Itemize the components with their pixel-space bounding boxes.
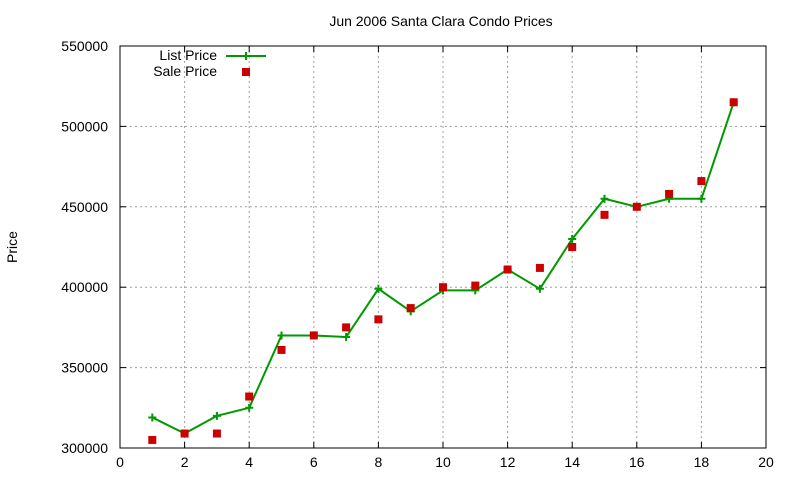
list-price-point: [277, 331, 286, 340]
list-price-point: [342, 333, 351, 342]
list-price-point: [245, 403, 254, 412]
list-price-point: [374, 284, 383, 293]
legend-label-sale-price: Sale Price: [153, 63, 217, 79]
y-tick-label: 300000: [61, 440, 108, 456]
y-tick-label: 400000: [61, 279, 108, 295]
y-tick-label: 350000: [61, 360, 108, 376]
x-tick-labels: 0 2 4 6 8 10 12 14 16 18 20: [116, 454, 774, 470]
sale-price-point: [439, 283, 447, 292]
sale-price-point: [471, 281, 480, 290]
y-axis-label: Price: [4, 231, 20, 263]
sale-price-point: [277, 345, 286, 354]
grid-lines: [120, 46, 766, 448]
sale-price-point: [406, 304, 415, 313]
sale-price-point: [729, 98, 738, 107]
x-tick-label: 0: [116, 454, 124, 470]
sale-price-point: [568, 243, 577, 251]
x-tick-label: 16: [629, 454, 645, 470]
sale-price-point: [697, 177, 706, 186]
x-tick-label: 12: [500, 454, 516, 470]
x-tick-label: 20: [758, 454, 774, 470]
sale-price-point: [665, 189, 674, 198]
x-tick-label: 18: [694, 454, 710, 470]
legend-marker-sale-price: [242, 68, 250, 76]
sale-price-point: [148, 435, 157, 444]
legend-label-list-price: List Price: [159, 47, 217, 63]
sale-price-point: [535, 263, 544, 272]
axis-ticks: [119, 45, 767, 449]
y-tick-label: 550000: [61, 38, 108, 54]
list-price-point: [600, 194, 609, 203]
sale-price-point: [632, 202, 641, 211]
list-price-point: [148, 413, 157, 422]
x-tick-label: 8: [375, 454, 383, 470]
list-price-point: [568, 234, 577, 243]
legend: List Price Sale Price: [153, 47, 266, 79]
sale-price-point: [180, 429, 189, 438]
sale-price-point: [245, 392, 254, 401]
sale-price-point: [503, 265, 512, 274]
x-tick-label: 10: [435, 454, 451, 470]
list-price-point: [212, 411, 221, 420]
sale-price-point: [600, 210, 609, 219]
sale-price-point: [212, 429, 221, 438]
x-tick-label: 4: [245, 454, 253, 470]
sale-price-point: [342, 323, 351, 332]
sale-price-point: [374, 315, 383, 324]
list-price-point: [535, 284, 544, 293]
x-tick-label: 2: [181, 454, 189, 470]
y-tick-label: 500000: [61, 118, 108, 134]
x-tick-label: 6: [310, 454, 318, 470]
x-tick-label: 14: [564, 454, 580, 470]
list-price-point: [697, 194, 706, 203]
series-layer: [148, 98, 738, 444]
y-tick-labels: 300000 350000 400000 450000 500000 550000: [61, 38, 108, 456]
y-tick-label: 450000: [61, 199, 108, 215]
sale-price-point: [309, 331, 318, 340]
legend-marker-list-price: [242, 52, 250, 60]
chart-title: Jun 2006 Santa Clara Condo Prices: [329, 13, 552, 29]
